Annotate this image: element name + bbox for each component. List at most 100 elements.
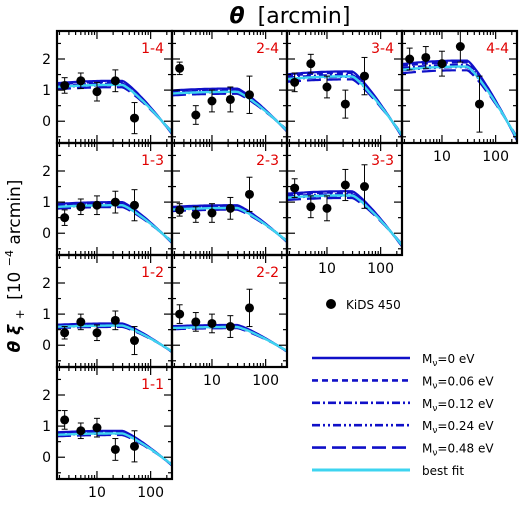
model-curve-3-3-2	[287, 193, 402, 247]
y-axis-title: θ ξ + [10 −4 arcmin]	[0, 180, 29, 353]
model-legend-item-4: Mν=0.48 eV	[312, 442, 494, 459]
model-curve-1-4-3	[57, 84, 172, 134]
model-curves-4-4	[402, 59, 517, 141]
data-point	[60, 213, 70, 223]
panel-1-3: 0 1 2 1-3	[42, 141, 174, 257]
data-point	[175, 205, 185, 215]
y-axis-unit-exp: −4	[3, 250, 16, 266]
panel-1-4: 0 1 2 1-4	[42, 29, 174, 145]
data-point	[207, 208, 217, 218]
bin-label-3-4: 3-4	[371, 41, 394, 57]
data-point	[92, 200, 102, 210]
data-point	[437, 59, 447, 69]
y-ticks-4-4	[402, 42, 517, 138]
bin-label-1-4: 1-4	[141, 41, 164, 57]
model-curve-3-4-2	[287, 73, 402, 137]
data-point	[129, 113, 139, 123]
bin-label-3-3: 3-3	[371, 153, 394, 169]
data-points-2-2	[175, 288, 254, 338]
model-curve-1-3-2	[57, 203, 172, 244]
model-legend-label: Mν=0 eV	[422, 352, 475, 369]
y-ticks-3-3	[287, 154, 402, 250]
model-curve-2-2-4	[172, 327, 287, 352]
model-curve-2-3-5	[172, 206, 287, 243]
data-legend-label: KiDS 450	[346, 298, 401, 312]
x-ticks-2-2	[173, 255, 283, 367]
data-point	[225, 203, 235, 213]
data-points-1-3	[60, 189, 139, 226]
panel-3-3: 10 100 3-3	[285, 141, 404, 277]
data-point	[474, 99, 484, 109]
data-point	[340, 180, 350, 190]
x-tick-label: 10	[433, 149, 451, 165]
y-axis-subscript: +	[13, 309, 27, 319]
model-curves-1-4	[57, 79, 172, 135]
panel-frame	[400, 29, 519, 145]
data-point	[92, 423, 102, 433]
y-ticks-1-4	[57, 42, 172, 138]
data-point	[110, 315, 120, 325]
data-point	[60, 80, 70, 90]
data-point	[129, 200, 139, 210]
x-tick-label: 100	[252, 373, 279, 389]
data-legend: KiDS 450	[326, 298, 401, 312]
data-legend-marker	[326, 299, 336, 309]
x-tick-label: 10	[318, 261, 336, 277]
model-legend-item-0: Mν=0 eV	[312, 352, 475, 369]
x-tick-label: 10	[88, 485, 106, 501]
panel-1-2: 0 1 2 1-2	[42, 253, 174, 369]
model-legend-label: Mν=0.12 eV	[422, 397, 494, 414]
model-curve-2-3-3	[172, 207, 287, 242]
model-curves-1-3	[57, 201, 172, 244]
bin-label-1-3: 1-3	[141, 153, 164, 169]
data-points-2-4	[175, 61, 254, 125]
x-axis-unit: [arcmin]	[258, 4, 351, 29]
x-tick-label: 10	[203, 373, 221, 389]
y-tick-label: 1	[42, 83, 51, 99]
bin-label-4-4: 4-4	[486, 41, 509, 57]
model-legend-label: Mν=0.06 eV	[422, 374, 494, 391]
x-ticks-3-3	[288, 143, 398, 255]
data-point	[340, 99, 350, 109]
model-legend-item-2: Mν=0.12 eV	[312, 397, 494, 414]
data-point	[322, 203, 332, 213]
model-curve-1-4-4	[57, 86, 172, 133]
data-point	[92, 328, 102, 338]
model-curve-1-3-4	[57, 206, 172, 243]
bin-label-2-2: 2-2	[256, 265, 279, 281]
model-legend-label: Mν=0.48 eV	[422, 442, 494, 459]
panel-2-2: 10 100 2-2	[170, 253, 289, 389]
data-point	[322, 82, 332, 92]
bin-label-1-1: 1-1	[141, 377, 164, 393]
model-legend: Mν=0 eV Mν=0.06 eV Mν=0.12 eV Mν=0.24 eV Mν=…	[312, 352, 494, 478]
x-tick-label: 100	[482, 149, 509, 165]
bin-label-2-4: 2-4	[256, 41, 279, 57]
model-curves-2-4	[172, 87, 287, 133]
y-axis-unit-pre: [10	[5, 272, 25, 300]
data-point	[110, 76, 120, 86]
model-curve-1-2-4	[57, 325, 172, 352]
y-ticks-1-2	[57, 266, 172, 362]
y-ticks-2-3	[172, 154, 287, 250]
y-axis-symbol: θ ξ	[5, 324, 25, 353]
model-curves-1-1	[57, 429, 172, 467]
x-axis-symbol: θ	[230, 4, 245, 29]
panel-frame	[170, 253, 289, 369]
model-curve-3-3-3	[287, 194, 402, 246]
model-legend-label: best fit	[422, 464, 464, 478]
data-point	[129, 336, 139, 346]
model-legend-label: Mν=0.24 eV	[422, 419, 494, 436]
y-ticks-2-2	[172, 266, 287, 362]
data-point	[60, 328, 70, 338]
data-points-1-1	[60, 410, 139, 463]
model-legend-item-5: best fit	[312, 464, 464, 478]
y-tick-label: 1	[42, 195, 51, 211]
data-point	[110, 197, 120, 207]
model-curve-1-3-1	[57, 201, 172, 244]
y-ticks-3-4	[287, 42, 402, 138]
model-curve-4-4-4	[402, 69, 517, 138]
data-points-4-4	[405, 30, 484, 133]
model-curves-3-4	[287, 70, 402, 138]
data-point	[76, 76, 86, 86]
